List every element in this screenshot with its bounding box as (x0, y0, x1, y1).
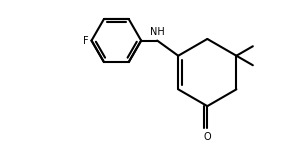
Text: F: F (83, 36, 88, 46)
Text: O: O (204, 132, 211, 142)
Text: NH: NH (150, 27, 165, 37)
